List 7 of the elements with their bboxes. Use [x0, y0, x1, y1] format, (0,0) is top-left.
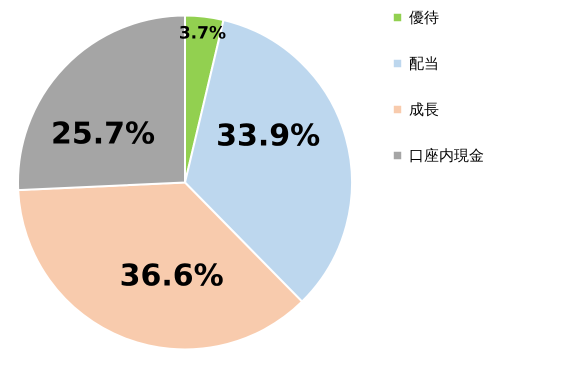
data-label: 33.9% [216, 118, 320, 154]
legend-label: 配当 [409, 54, 439, 72]
legend-label: 優待 [409, 8, 439, 26]
legend-label: 口座内現金 [409, 146, 484, 164]
data-label: 25.7% [50, 116, 156, 152]
legend-label: 成長 [409, 100, 439, 118]
data-label: 36.6% [120, 258, 224, 294]
